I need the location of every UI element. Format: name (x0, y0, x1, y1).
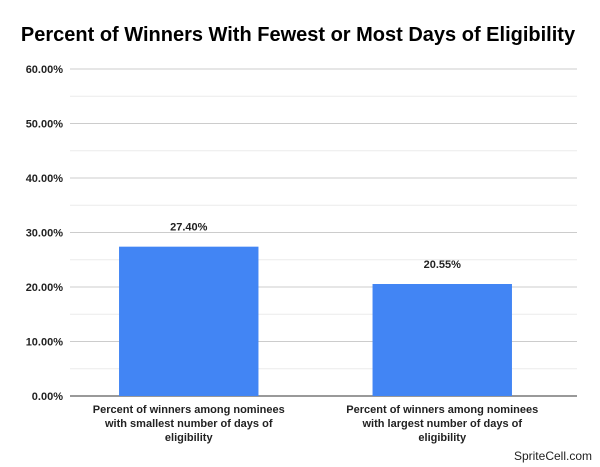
x-category-label: Percent of winners among nominees with sm… (93, 404, 285, 444)
x-category-label-line: eligibility (165, 432, 214, 444)
x-category-label-line: with smallest number of days of (104, 418, 273, 430)
y-axis-tick-labels: 0.00% 10.00% 20.00% 30.00% 40.00% 50.00% 60.00… (26, 64, 64, 403)
y-tick-label: 30.00% (26, 228, 64, 240)
x-category-label-line: Percent of winners among nominees (346, 404, 538, 416)
bar (372, 284, 512, 396)
x-category-label: Percent of winners among nominees with la… (346, 404, 538, 444)
bar (119, 246, 259, 396)
x-axis-category-labels: Percent of winners among nominees with sm… (93, 404, 538, 444)
x-category-label-line: eligibility (418, 432, 467, 444)
data-label: 27.40% (170, 222, 208, 234)
watermark-text: SpriteCell.com (514, 449, 592, 463)
data-labels: 27.40% 20.55% (170, 222, 461, 271)
bars (119, 246, 512, 396)
chart-title: Percent of Winners With Fewest or Most D… (21, 24, 576, 46)
data-label: 20.55% (424, 259, 462, 271)
x-category-label-line: with largest number of days of (361, 418, 522, 430)
y-tick-label: 60.00% (26, 64, 64, 76)
x-category-label-line: Percent of winners among nominees (93, 404, 285, 416)
y-tick-label: 0.00% (32, 391, 63, 403)
y-tick-label: 50.00% (26, 119, 64, 131)
y-tick-label: 40.00% (26, 173, 64, 185)
y-tick-label: 10.00% (26, 337, 64, 349)
y-tick-label: 20.00% (26, 282, 64, 294)
